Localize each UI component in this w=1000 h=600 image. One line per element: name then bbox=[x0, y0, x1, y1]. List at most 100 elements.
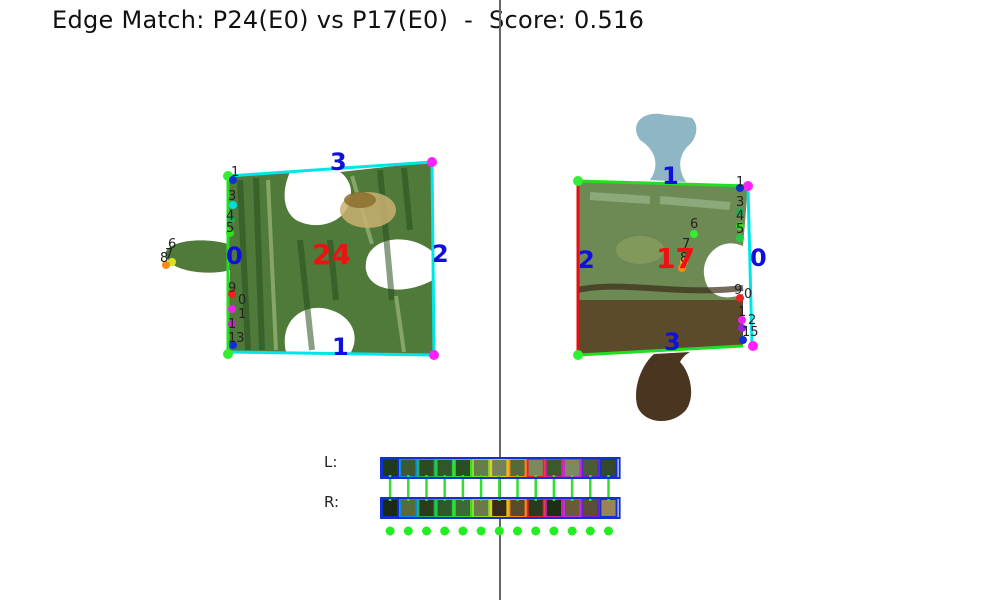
match-dot bbox=[494, 526, 504, 536]
left-swatch bbox=[526, 458, 545, 478]
right-swatch bbox=[381, 498, 400, 518]
left-edge-label-0: 0 bbox=[226, 242, 243, 270]
right-point-label: 3 bbox=[736, 195, 744, 210]
match-dot bbox=[531, 526, 541, 536]
left-point-label: 1 bbox=[231, 165, 239, 180]
left-corner bbox=[429, 350, 439, 360]
right-swatch bbox=[544, 498, 563, 518]
right-edge-label-0: 0 bbox=[750, 244, 767, 272]
right-edge-label-1: 1 bbox=[662, 162, 679, 190]
left-edge-3 bbox=[227, 160, 433, 178]
left-point bbox=[229, 341, 237, 349]
right-edge-0 bbox=[746, 185, 754, 347]
left-swatch bbox=[544, 458, 563, 478]
right-swatch bbox=[435, 498, 454, 518]
right-point-label: 2 bbox=[748, 313, 756, 328]
right-point bbox=[690, 230, 698, 238]
right-edge-label-2: 2 bbox=[578, 246, 595, 274]
left-piece: 1 3 4 5 6 7 8 9 0 1 1 13 0 1 2 3 24 bbox=[160, 148, 449, 361]
right-swatch bbox=[563, 498, 582, 518]
right-point-label: 9 bbox=[734, 283, 742, 298]
right-point-label: 8 bbox=[680, 251, 688, 266]
right-piece: 1 3 4 5 6 7 8 9 0 1 2 15 0 1 2 3 17 bbox=[573, 113, 767, 422]
match-dot bbox=[422, 526, 431, 536]
right-point-label: 4 bbox=[736, 209, 744, 224]
match-dot bbox=[476, 526, 486, 536]
match-dot bbox=[440, 526, 450, 536]
left-point-label: 13 bbox=[228, 331, 245, 346]
left-swatch bbox=[581, 458, 600, 478]
left-swatch bbox=[435, 458, 454, 478]
left-swatch bbox=[472, 458, 491, 478]
right-corner bbox=[748, 341, 758, 351]
right-corner bbox=[743, 181, 753, 191]
left-edge-2 bbox=[430, 161, 436, 356]
left-swatch bbox=[490, 458, 509, 478]
left-swatch bbox=[381, 458, 400, 478]
right-swatch bbox=[508, 498, 527, 518]
left-swatch bbox=[453, 458, 472, 478]
match-dot bbox=[604, 526, 613, 536]
left-point-label: 9 bbox=[228, 281, 236, 296]
left-swatch bbox=[417, 458, 436, 478]
right-point-label: 15 bbox=[742, 325, 759, 340]
right-point bbox=[678, 264, 686, 272]
strip-frame bbox=[380, 497, 621, 519]
left-corner bbox=[223, 349, 233, 359]
left-point bbox=[162, 261, 170, 269]
right-point bbox=[738, 316, 746, 324]
right-swatch bbox=[453, 498, 472, 518]
left-piece-number: 24 bbox=[312, 238, 351, 271]
left-point-label: 7 bbox=[165, 247, 173, 262]
match-dot bbox=[549, 526, 559, 536]
left-swatch bbox=[563, 458, 582, 478]
right-swatch bbox=[399, 498, 418, 518]
right-point bbox=[739, 336, 747, 344]
strip-right-label: R: bbox=[324, 493, 339, 511]
match-dot bbox=[458, 526, 468, 536]
left-point-label: 0 bbox=[238, 293, 246, 308]
right-point bbox=[736, 208, 744, 216]
right-swatch bbox=[417, 498, 436, 518]
left-point-label: 8 bbox=[160, 251, 168, 266]
right-point-label: 6 bbox=[690, 217, 698, 232]
right-edge-label-3: 3 bbox=[664, 328, 681, 356]
right-point bbox=[736, 222, 744, 230]
left-point bbox=[226, 229, 234, 237]
match-dot bbox=[585, 526, 595, 536]
right-swatch bbox=[599, 498, 618, 518]
left-corner bbox=[427, 157, 437, 167]
left-edge-label-1: 1 bbox=[332, 333, 349, 361]
right-point-label: 7 bbox=[682, 237, 690, 252]
right-edge-1 bbox=[577, 179, 749, 188]
left-point bbox=[228, 290, 236, 298]
left-point-label: 1 bbox=[228, 317, 236, 332]
left-point bbox=[229, 201, 237, 209]
right-point bbox=[738, 324, 746, 332]
match-dot bbox=[567, 526, 577, 536]
color-strip bbox=[380, 457, 621, 536]
left-point bbox=[229, 176, 237, 184]
left-point bbox=[228, 320, 236, 328]
left-edge-label-2: 2 bbox=[432, 240, 449, 268]
right-piece-bottom-knob bbox=[635, 352, 692, 422]
right-edge-3 bbox=[577, 344, 744, 357]
strip-frame bbox=[380, 457, 621, 479]
right-swatch bbox=[526, 498, 545, 518]
right-point-label: 1 bbox=[736, 175, 744, 190]
right-swatch bbox=[581, 498, 600, 518]
page-title: Edge Match: P24(E0) vs P17(E0) - Score: … bbox=[52, 6, 645, 34]
right-swatch bbox=[490, 498, 509, 518]
right-corner bbox=[573, 176, 583, 186]
left-point-label: 1 bbox=[238, 307, 246, 322]
left-point-label: 6 bbox=[168, 237, 176, 252]
right-point bbox=[736, 234, 744, 242]
right-corner bbox=[573, 350, 583, 360]
match-dot bbox=[513, 526, 522, 536]
right-point-label: 5 bbox=[736, 222, 744, 237]
left-point-label: 5 bbox=[226, 221, 234, 236]
left-point-label: 3 bbox=[228, 189, 236, 204]
left-swatch bbox=[508, 458, 527, 478]
right-point bbox=[736, 184, 744, 192]
